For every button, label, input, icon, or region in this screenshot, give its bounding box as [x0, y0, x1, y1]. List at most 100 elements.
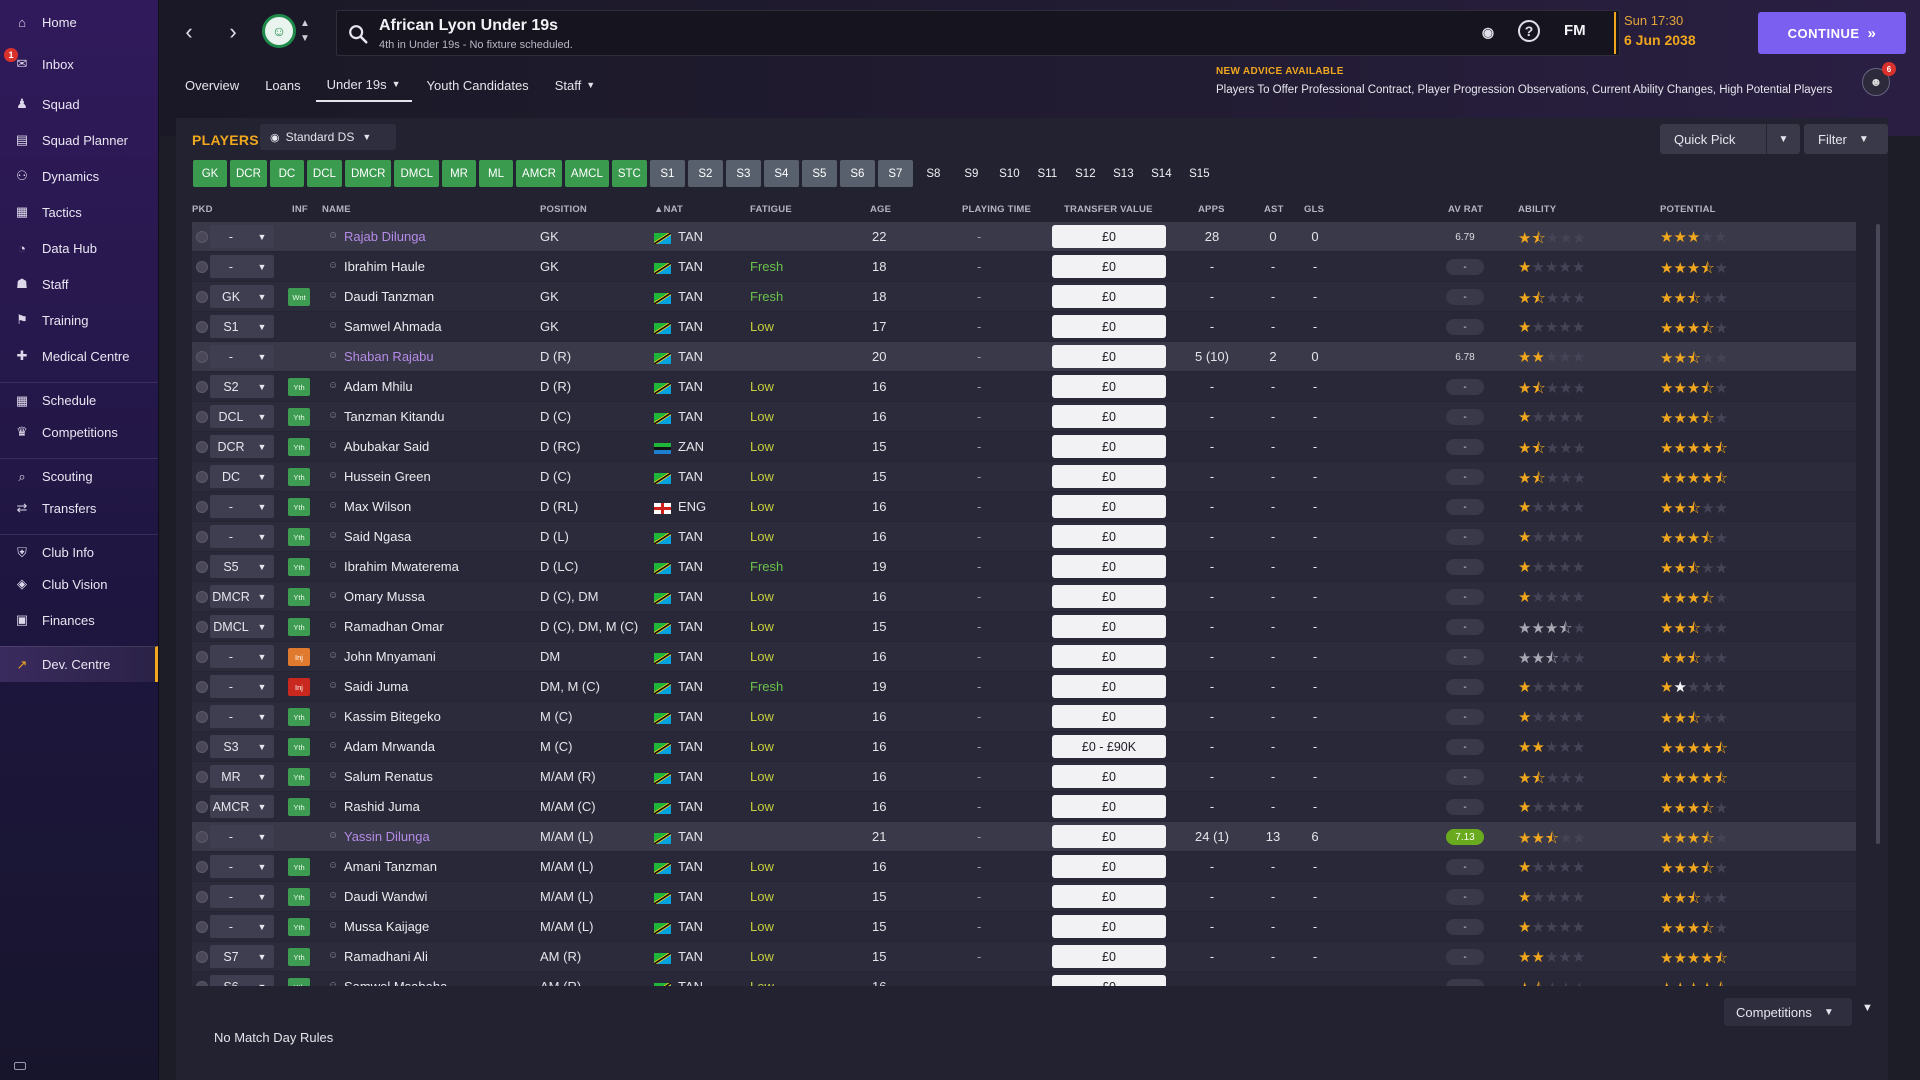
- game-date[interactable]: Sun 17:30 6 Jun 2038: [1614, 12, 1744, 54]
- social-button[interactable]: ◉: [1476, 20, 1500, 44]
- info-badge[interactable]: Yth: [288, 408, 310, 426]
- table-row[interactable]: DCR ▼ Yth ☺ Abubakar Said D (RC) ZAN Low 15 - £0 - -…: [192, 432, 1856, 462]
- table-row[interactable]: - ▼ Yth ☺ Amani Tanzman M/AM (L) TAN Low 16- £0- -…: [192, 852, 1856, 882]
- row-select-checkbox[interactable]: [196, 981, 208, 986]
- pkd-dropdown[interactable]: S2 ▼: [210, 375, 274, 398]
- sidebar-item-club-info[interactable]: ⛨ Club Info: [0, 534, 158, 570]
- pkd-dropdown[interactable]: - ▼: [210, 915, 274, 938]
- position-filter-s3[interactable]: S3: [725, 160, 761, 187]
- player-name-link[interactable]: Mussa Kaijage: [344, 919, 430, 934]
- info-badge[interactable]: Yth: [288, 498, 310, 516]
- row-select-checkbox[interactable]: [196, 921, 208, 933]
- table-row[interactable]: - ▼ Yth ☺ Kassim Bitegeko M (C) TAN Low 16- £0- - -…: [192, 702, 1856, 732]
- club-badge-button[interactable]: ☺: [262, 14, 296, 48]
- row-select-checkbox[interactable]: [196, 651, 208, 663]
- table-row[interactable]: - ▼ Inj ☺ Saidi Juma DM, M (C) TAN Fresh 19- £0- -…: [192, 672, 1856, 702]
- position-filter-mr[interactable]: MR: [442, 160, 477, 187]
- table-row[interactable]: S5 ▼ Yth ☺ Ibrahim Mwaterema D (LC) TAN Fresh 19…: [192, 552, 1856, 582]
- tab-loans[interactable]: Loans: [254, 68, 311, 102]
- table-row[interactable]: DCL ▼ Yth ☺ Tanzman Kitandu D (C) TAN Low 16 - £0 -…: [192, 402, 1856, 432]
- info-badge[interactable]: Inj: [288, 648, 310, 666]
- col-nat-sort[interactable]: ▲NAT: [654, 204, 683, 215]
- row-select-checkbox[interactable]: [196, 471, 208, 483]
- info-badge[interactable]: Yth: [288, 978, 310, 986]
- info-badge[interactable]: Yth: [288, 738, 310, 756]
- table-row[interactable]: DMCR ▼ Yth ☺ Omary Mussa D (C), DM TAN Low 16 - £0…: [192, 582, 1856, 612]
- col-potential[interactable]: POTENTIAL: [1660, 204, 1716, 215]
- table-row[interactable]: - ▼ Yth ☺ Daudi Wandwi M/AM (L) TAN Low 15- £0- - -…: [192, 882, 1856, 912]
- sidebar-item-club-vision[interactable]: ◈ Club Vision: [0, 566, 158, 602]
- sidebar-item-competitions[interactable]: ♛ Competitions: [0, 414, 158, 450]
- tab-under-19s[interactable]: Under 19s ▼: [315, 68, 412, 102]
- row-select-checkbox[interactable]: [196, 381, 208, 393]
- forward-button[interactable]: ›: [216, 14, 250, 50]
- row-select-checkbox[interactable]: [196, 411, 208, 423]
- table-row[interactable]: S3 ▼ Yth ☺ Adam Mrwanda M (C) TAN Low 16 - £0 - £9…: [192, 732, 1856, 762]
- player-name-link[interactable]: Ibrahim Mwaterema: [344, 559, 459, 574]
- info-badge[interactable]: Yth: [288, 528, 310, 546]
- info-badge[interactable]: Yth: [288, 378, 310, 396]
- pkd-dropdown[interactable]: - ▼: [210, 225, 274, 248]
- position-filter-s11[interactable]: S11: [1037, 167, 1058, 180]
- pkd-dropdown[interactable]: S7 ▼: [210, 945, 274, 968]
- player-name-link[interactable]: Shaban Rajabu: [344, 349, 434, 364]
- player-name-link[interactable]: Adam Mrwanda: [344, 739, 436, 754]
- pkd-dropdown[interactable]: MR ▼: [210, 765, 274, 788]
- table-row[interactable]: - ▼ ☺ Shaban Rajabu D (R) TAN 20- £0 5 (10) 2 0 6.7…: [192, 342, 1856, 372]
- table-row[interactable]: - ▼ Yth ☺ Said Ngasa D (L) TAN Low 16- £0- - - - ★★★★…: [192, 522, 1856, 552]
- info-badge[interactable]: Yth: [288, 468, 310, 486]
- position-filter-s5[interactable]: S5: [801, 160, 837, 187]
- table-row[interactable]: DC ▼ Yth ☺ Hussein Green D (C) TAN Low 15 - £0 - - - -…: [192, 462, 1856, 492]
- col-age[interactable]: AGE: [870, 204, 892, 215]
- position-filter-s7[interactable]: S7: [877, 160, 913, 187]
- pkd-dropdown[interactable]: S5 ▼: [210, 555, 274, 578]
- player-name-link[interactable]: Amani Tanzman: [344, 859, 437, 874]
- row-select-checkbox[interactable]: [196, 591, 208, 603]
- sidebar-item-squad[interactable]: ♟ Squad: [0, 86, 158, 122]
- position-filter-s8[interactable]: S8: [926, 167, 941, 180]
- position-filter-s13[interactable]: S13: [1113, 167, 1134, 180]
- info-badge[interactable]: Yth: [288, 918, 310, 936]
- info-badge[interactable]: Inj: [288, 678, 310, 696]
- col-av-rat[interactable]: AV RAT: [1448, 204, 1484, 215]
- col-ability[interactable]: ABILITY: [1518, 204, 1557, 215]
- info-badge[interactable]: Yth: [288, 768, 310, 786]
- match-day-rules[interactable]: No Match Day Rules: [214, 1030, 334, 1045]
- info-badge[interactable]: Yth: [288, 588, 310, 606]
- player-name-link[interactable]: Salum Renatus: [344, 769, 433, 784]
- row-select-checkbox[interactable]: [196, 801, 208, 813]
- col-ast[interactable]: AST: [1264, 204, 1284, 215]
- position-filter-dmcl[interactable]: DMCL: [394, 160, 440, 187]
- position-filter-s6[interactable]: S6: [839, 160, 875, 187]
- row-select-checkbox[interactable]: [196, 261, 208, 273]
- help-button[interactable]: ?: [1518, 20, 1540, 42]
- row-select-checkbox[interactable]: [196, 291, 208, 303]
- pkd-dropdown[interactable]: - ▼: [210, 675, 274, 698]
- player-name-link[interactable]: Daudi Wandwi: [344, 889, 428, 904]
- col-position[interactable]: POSITION: [540, 204, 587, 215]
- position-filter-dcr[interactable]: DCR: [230, 160, 267, 187]
- pkd-dropdown[interactable]: S3 ▼: [210, 735, 274, 758]
- pkd-dropdown[interactable]: AMCR ▼: [210, 795, 274, 818]
- pkd-dropdown[interactable]: S6▼: [210, 975, 274, 986]
- col-gls[interactable]: GLS: [1304, 204, 1325, 215]
- fm-menu-button[interactable]: FM: [1564, 22, 1586, 39]
- pkd-dropdown[interactable]: - ▼: [210, 525, 274, 548]
- table-row[interactable]: - ▼ Inj ☺ John Mnyamani DM TAN Low 16- £0- - - - ★★⯪★…: [192, 642, 1856, 672]
- row-select-checkbox[interactable]: [196, 621, 208, 633]
- search-bar[interactable]: African Lyon Under 19s 4th in Under 19s …: [336, 10, 1620, 56]
- row-select-checkbox[interactable]: [196, 891, 208, 903]
- info-badge[interactable]: Yth: [288, 558, 310, 576]
- pkd-dropdown[interactable]: - ▼: [210, 885, 274, 908]
- row-select-checkbox[interactable]: [196, 681, 208, 693]
- info-badge[interactable]: Yth: [288, 888, 310, 906]
- row-select-checkbox[interactable]: [196, 501, 208, 513]
- row-select-checkbox[interactable]: [196, 771, 208, 783]
- sidebar-item-staff[interactable]: ☗ Staff: [0, 266, 158, 302]
- player-name-link[interactable]: Said Ngasa: [344, 529, 412, 544]
- table-row[interactable]: - ▼ ☺ Ibrahim Haule GK TAN Fresh 18- £0- - - - ★★★★★…: [192, 252, 1856, 282]
- player-name-link[interactable]: Yassin Dilunga: [344, 829, 430, 844]
- position-filter-ml[interactable]: ML: [479, 160, 514, 187]
- position-filter-stc[interactable]: STC: [611, 160, 647, 187]
- table-row[interactable]: S6▼ Yth ☺ Samwel Msabaha AM (R) TAN Low 16 - £0 - -…: [192, 972, 1856, 986]
